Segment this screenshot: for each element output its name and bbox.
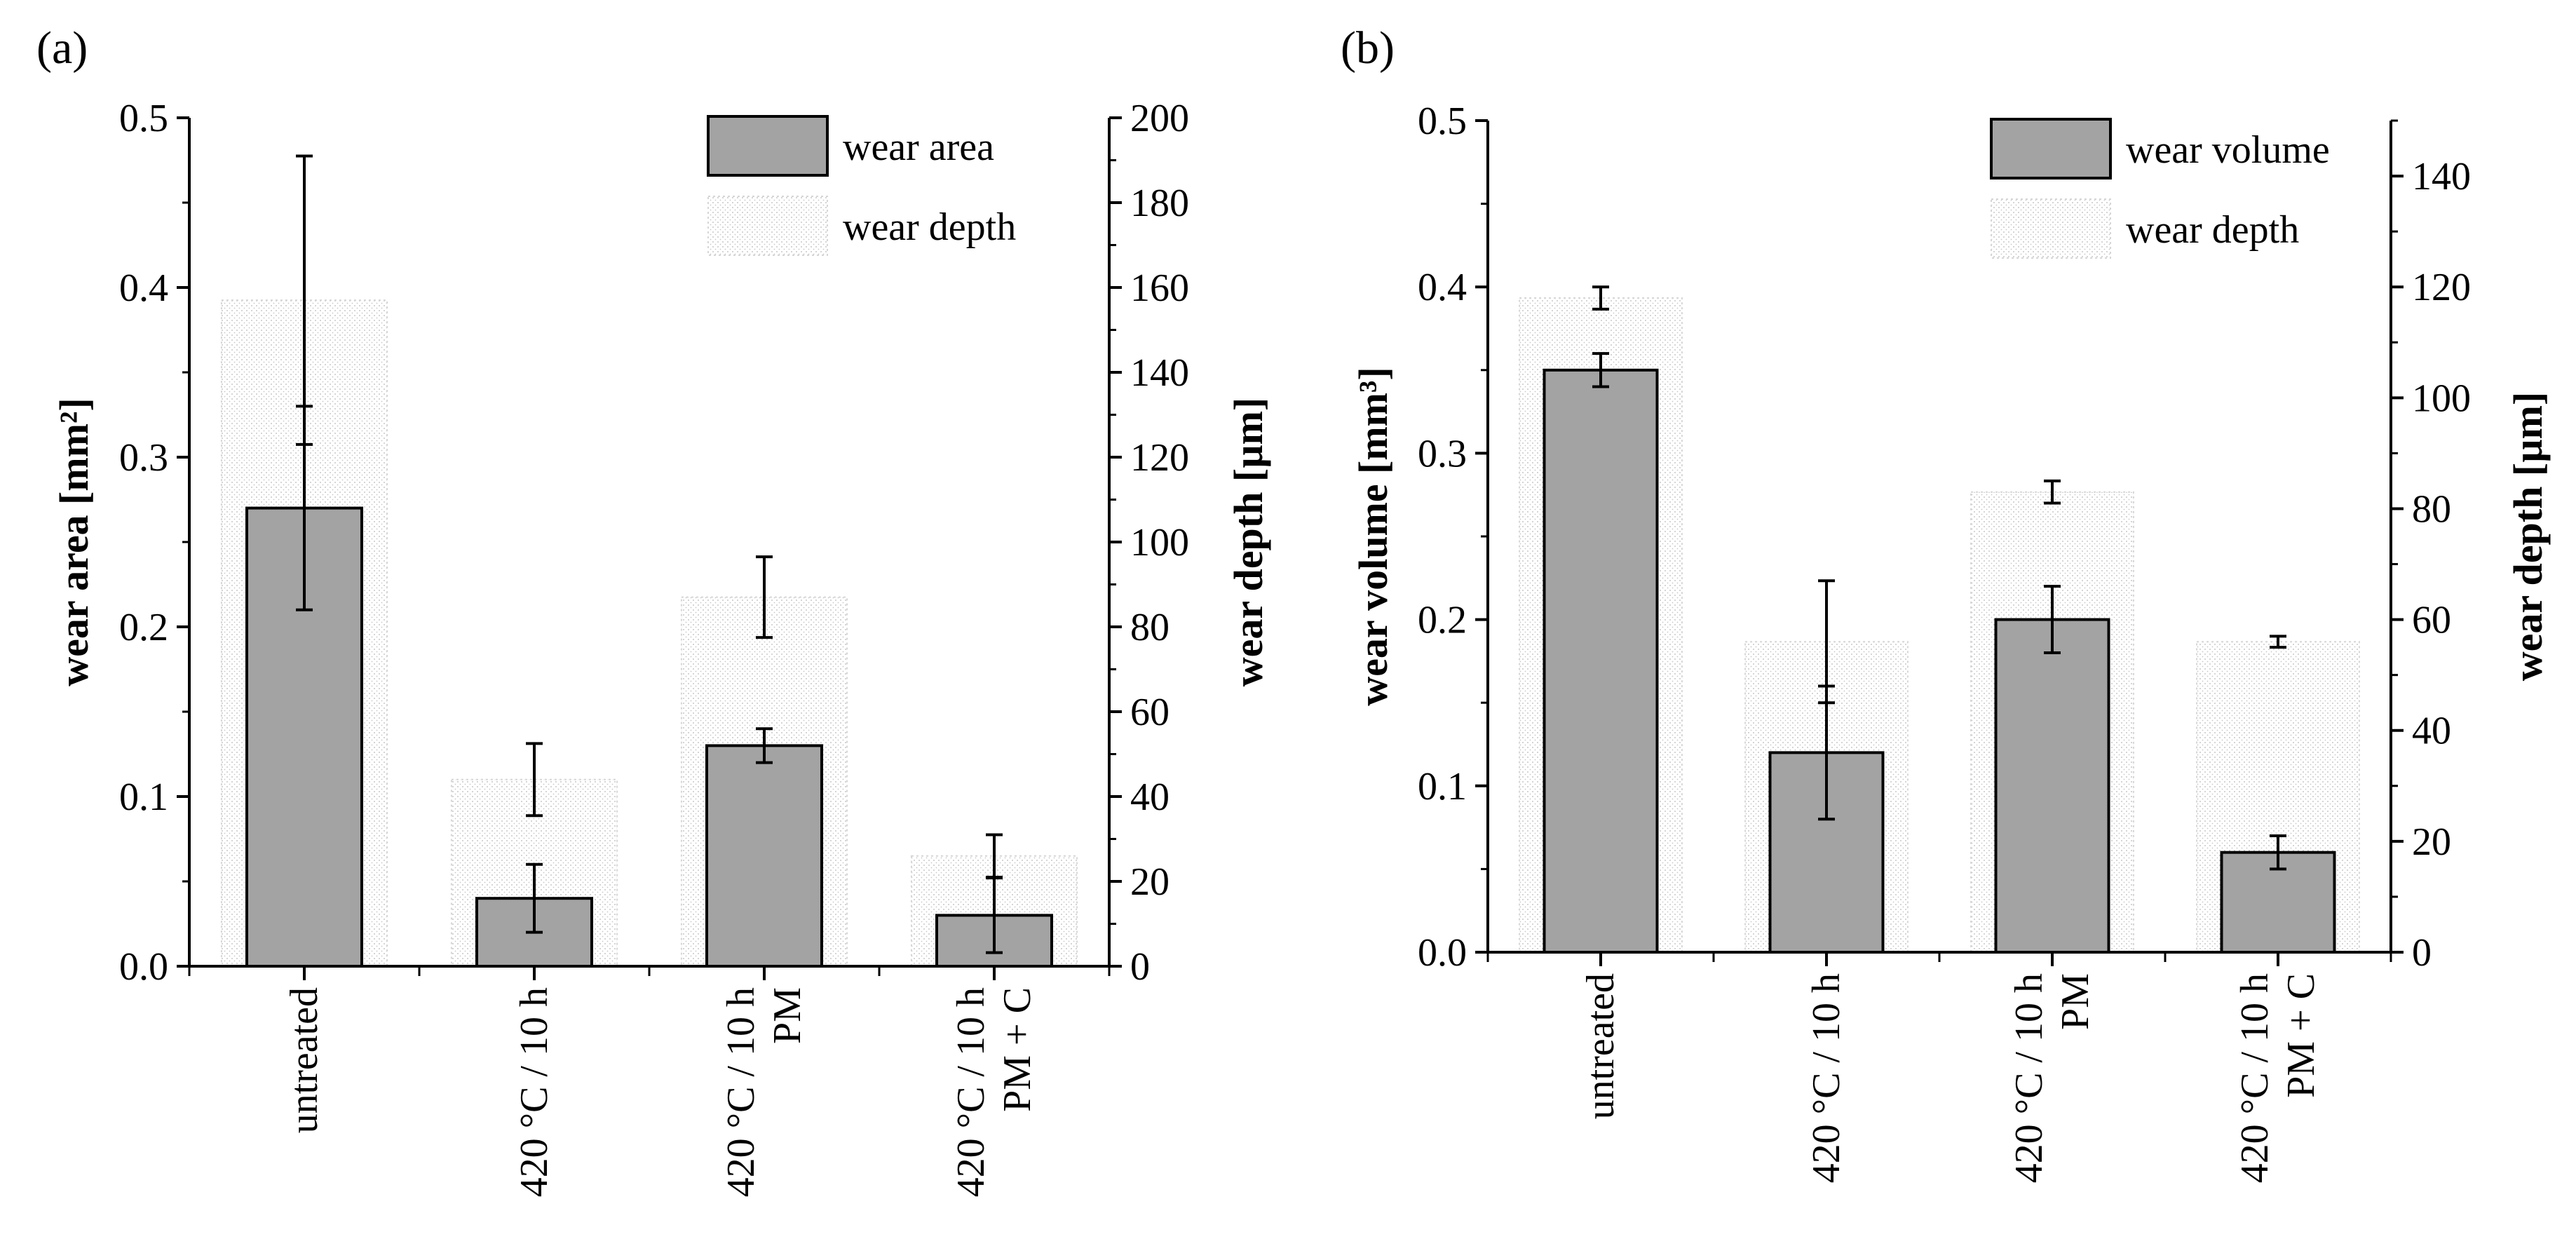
y2-tick-label: 200: [1130, 97, 1189, 140]
y2-tick-label: 100: [2412, 377, 2471, 420]
main-bar: [705, 744, 823, 968]
y-tick-label: 0.3: [1418, 432, 1467, 475]
y2-tick-label: 60: [1130, 691, 1170, 734]
y2-tick-label: 160: [1130, 266, 1189, 310]
y2-tick-label: 80: [1130, 606, 1170, 649]
y-tick-label: 0.5: [119, 97, 168, 140]
category-label: 420 °C / 10 h: [719, 987, 763, 1197]
category-label: PM + C: [2279, 973, 2323, 1098]
legend-swatch-depth: [1991, 198, 2111, 259]
y-tick-label: 0.2: [1418, 599, 1467, 642]
y2-tick-label: 60: [2412, 599, 2451, 642]
y2-axis-title: wear depth [µm]: [2505, 392, 2551, 682]
panel-b: (b) 0.0 0.1 0.2 0.3 0.4 0.5 0 20 40 60 80 100 120 140 u…: [1341, 22, 2551, 1183]
y2-tick-label: 0: [2412, 931, 2432, 975]
y-axis-title: wear area [mm²]: [51, 398, 97, 686]
y-tick-label: 0.1: [119, 775, 168, 819]
y-tick-label: 0.4: [119, 266, 168, 310]
y-tick-label: 0.5: [1418, 100, 1467, 143]
y2-tick-label: 180: [1130, 182, 1189, 225]
y-axis-title: wear volume [mm³]: [1350, 367, 1396, 705]
y2-axis-title: wear depth [µm]: [1226, 398, 1271, 687]
legend-swatch-main: [1990, 118, 2112, 180]
y2-tick-label: 20: [2412, 820, 2451, 864]
category-label: PM: [766, 987, 809, 1044]
y-tick-label: 0.0: [119, 945, 168, 989]
legend-swatch-depth: [707, 196, 828, 256]
y-tick-label: 0.2: [119, 606, 168, 649]
category-label: 420 °C / 10 h: [949, 987, 993, 1197]
y2-tick-label: 40: [1130, 775, 1170, 819]
legend-label-depth: wear depth: [843, 205, 1016, 249]
y2-tick-label: 20: [1130, 860, 1170, 904]
main-bar: [1543, 368, 1659, 954]
y2-tick-label: 100: [1130, 521, 1189, 564]
legend-label-depth: wear depth: [2126, 208, 2299, 252]
panel-a: (a) 0.0 0.1 0.2 0.3 0.4 0.5 0 20 40 60 80 100 120 140 1…: [36, 22, 1271, 1197]
category-label: 420 °C / 10 h: [1805, 973, 1848, 1183]
panel-label: (a): [36, 22, 88, 74]
category-label: PM + C: [996, 987, 1039, 1112]
main-bar: [1994, 618, 2110, 954]
y2-tick-label: 80: [2412, 487, 2451, 531]
category-label: 420 °C / 10 h: [2007, 973, 2051, 1183]
y2-tick-label: 0: [1130, 945, 1150, 989]
y-tick-label: 0.0: [1418, 931, 1467, 975]
legend-label-main: wear area: [843, 126, 994, 169]
category-label: 420 °C / 10 h: [513, 987, 556, 1197]
y2-tick-label: 40: [2412, 710, 2451, 753]
category-label: PM: [2054, 973, 2097, 1030]
y2-tick-label: 140: [2412, 155, 2471, 198]
legend-label-main: wear volume: [2126, 128, 2330, 172]
category-label: 420 °C / 10 h: [2233, 973, 2277, 1183]
y-tick-label: 0.1: [1418, 765, 1467, 808]
category-label: untreated: [283, 987, 326, 1133]
category-label: untreated: [1579, 973, 1622, 1119]
y-tick-label: 0.3: [119, 436, 168, 480]
y2-tick-label: 140: [1130, 351, 1189, 395]
y2-tick-label: 120: [2412, 266, 2471, 309]
legend-swatch-main: [707, 115, 829, 177]
y2-tick-label: 120: [1130, 436, 1189, 480]
panel-label: (b): [1341, 22, 1395, 74]
y-tick-label: 0.4: [1418, 266, 1467, 309]
